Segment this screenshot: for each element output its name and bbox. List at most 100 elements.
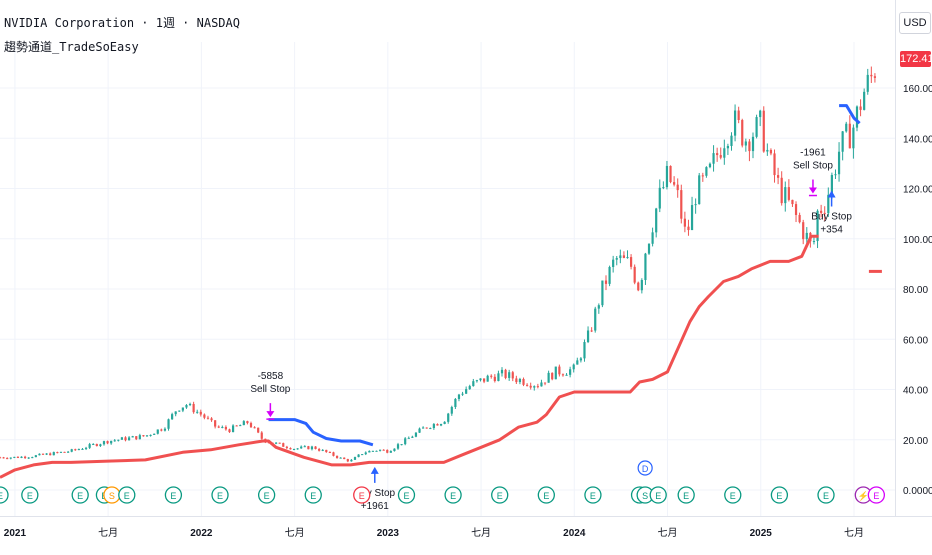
event-marker[interactable]: E <box>867 486 886 504</box>
event-marker[interactable]: E <box>444 486 462 504</box>
candle-body <box>414 432 418 437</box>
event-marker[interactable]: E <box>649 486 667 504</box>
candle-body <box>504 369 507 378</box>
candle-body <box>604 280 608 284</box>
dividend-marker[interactable]: D <box>637 460 653 476</box>
candle-body <box>744 141 747 146</box>
event-marker[interactable]: E <box>397 486 416 504</box>
event-markers[interactable]: DEEEESEEEEEEEEEEEESEEEEE⚡E <box>0 460 886 504</box>
event-marker[interactable]: E <box>257 486 276 504</box>
candle-body <box>633 266 636 283</box>
candle-body <box>13 456 16 458</box>
candle-body <box>508 372 511 378</box>
candle-body <box>436 424 439 426</box>
event-marker[interactable]: E <box>0 486 9 504</box>
x-tick-label: 七月 <box>471 527 491 539</box>
candle-body <box>486 375 489 382</box>
candle-body <box>637 282 640 291</box>
y-tick-label: 20.00 <box>903 436 928 447</box>
candle-body <box>335 455 339 458</box>
candle-body <box>461 393 464 395</box>
event-marker[interactable]: E <box>118 486 136 504</box>
event-marker[interactable]: E <box>537 486 555 504</box>
candle-body <box>228 429 231 433</box>
candle-body <box>393 448 396 452</box>
indicator-lines <box>0 104 882 479</box>
time-axis-panel <box>0 516 932 550</box>
event-label: E <box>655 491 661 501</box>
event-marker[interactable]: E <box>724 486 742 504</box>
event-marker[interactable]: E <box>677 486 695 504</box>
candle-body <box>827 194 830 214</box>
candle-body <box>34 455 37 458</box>
currency-button[interactable]: USD <box>899 12 931 34</box>
candle-body <box>56 452 59 454</box>
candle-body <box>407 437 410 439</box>
signal-arrow-head <box>266 411 275 418</box>
candle-body <box>726 145 730 149</box>
candle-body <box>755 117 758 137</box>
candle-body <box>569 369 572 375</box>
symbol-title[interactable]: NVIDIA Corporation · 1週 · NASDAQ <box>4 16 240 30</box>
candle-body <box>375 450 378 452</box>
candle-body <box>583 342 586 359</box>
candle-body <box>576 360 579 365</box>
signal-arrow-head <box>808 187 817 194</box>
candle-body <box>24 456 27 459</box>
event-circle <box>584 486 602 504</box>
candle-body <box>647 243 651 254</box>
event-label: E <box>264 491 270 501</box>
candle-body <box>67 451 70 453</box>
event-marker[interactable]: E <box>164 486 183 504</box>
event-label: E <box>77 491 83 501</box>
candle-body <box>20 456 23 458</box>
indicator-title[interactable]: 趨勢通道_TradeSoEasy <box>4 40 139 54</box>
candle-body <box>698 175 701 205</box>
event-label: E <box>683 491 689 501</box>
candle-body <box>708 163 712 168</box>
candle-body <box>662 187 665 189</box>
candle-body <box>418 428 421 433</box>
candle-body <box>124 437 127 441</box>
candle-body <box>321 449 324 451</box>
candle-body <box>153 433 156 435</box>
candle-body <box>465 389 468 394</box>
x-tick-label: 七月 <box>844 527 864 539</box>
event-marker[interactable]: E <box>71 486 89 504</box>
candle-body <box>834 174 837 176</box>
candle-body <box>110 440 113 444</box>
candle-body <box>332 452 335 456</box>
event-marker[interactable]: E <box>211 486 229 504</box>
x-tick-label: 2021 <box>4 528 27 539</box>
candle-body <box>794 204 798 215</box>
candle-body <box>798 214 801 223</box>
candle-body <box>841 131 844 152</box>
event-marker[interactable]: E <box>304 486 322 504</box>
event-marker[interactable]: E <box>584 486 602 504</box>
candle-body <box>830 174 833 195</box>
candle-body <box>289 448 292 450</box>
resistance-line <box>268 418 374 447</box>
candle-body <box>142 435 145 437</box>
event-marker[interactable]: E <box>817 486 835 504</box>
event-marker[interactable]: ⚡ <box>854 486 872 504</box>
candle-body <box>343 457 346 460</box>
event-marker[interactable]: E <box>21 486 39 504</box>
candle-body <box>533 386 536 388</box>
event-marker[interactable]: E <box>353 486 371 504</box>
event-marker[interactable]: E <box>491 486 509 504</box>
candle-body <box>167 419 170 429</box>
trade-signal: Buy Stop +1961 <box>354 466 396 512</box>
event-marker[interactable]: S <box>103 486 121 504</box>
candle-body <box>447 413 450 422</box>
candle-body <box>95 444 98 447</box>
candle-body <box>439 424 443 426</box>
candle-body <box>206 417 210 419</box>
candle-body <box>759 110 762 118</box>
event-label: E <box>450 491 456 501</box>
candle-body <box>404 438 407 445</box>
event-marker[interactable]: E <box>770 486 789 504</box>
